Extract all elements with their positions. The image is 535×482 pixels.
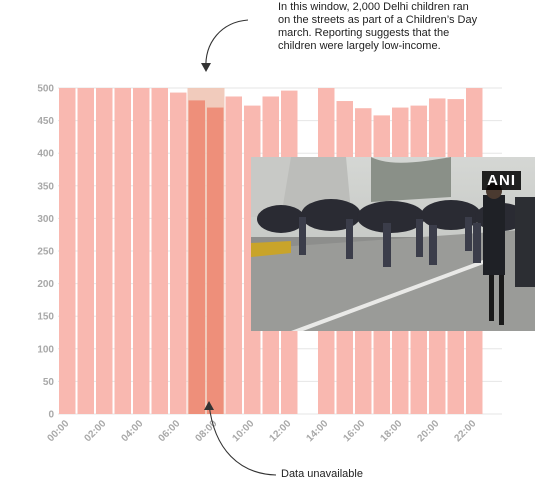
y-tick-label: 500 bbox=[37, 84, 54, 95]
annotation-arrows bbox=[201, 19, 277, 476]
march-arrow bbox=[205, 19, 249, 71]
x-tick-label: 22:00 bbox=[453, 418, 479, 444]
x-tick-label: 16:00 bbox=[342, 418, 368, 444]
x-tick-label: 02:00 bbox=[83, 418, 109, 444]
bar-hour-4 bbox=[133, 88, 150, 414]
x-tick-label: 04:00 bbox=[120, 418, 146, 444]
bar-hour-9 bbox=[225, 96, 242, 414]
bar-hour-1 bbox=[77, 88, 94, 414]
march-arrowhead bbox=[201, 63, 211, 72]
x-axis: 00:00 02:00 04:00 06:00 08:00 10:00 12:00 14:00… bbox=[46, 418, 479, 444]
ani-logo: ANI bbox=[482, 171, 521, 190]
bar-hour-6 bbox=[170, 92, 187, 415]
x-tick-label: 14:00 bbox=[305, 418, 331, 444]
bar-hour-5 bbox=[151, 88, 168, 414]
y-tick-label: 100 bbox=[37, 344, 54, 355]
x-tick-label: 10:00 bbox=[231, 418, 257, 444]
missing-arrow bbox=[208, 403, 277, 476]
bar-hour-8 bbox=[207, 107, 224, 414]
y-axis: 0 50 100 150 200 250 300 350 400 450 500 bbox=[37, 84, 54, 421]
y-tick-label: 400 bbox=[37, 149, 54, 160]
y-tick-label: 450 bbox=[37, 116, 54, 127]
x-tick-label: 18:00 bbox=[379, 418, 405, 444]
y-tick-label: 0 bbox=[48, 410, 54, 421]
data-unavailable-annotation: Data unavailable bbox=[281, 468, 363, 480]
x-tick-label: 00:00 bbox=[46, 418, 72, 444]
bar-hour-0 bbox=[59, 88, 76, 414]
y-tick-label: 250 bbox=[37, 247, 54, 258]
y-tick-label: 350 bbox=[37, 181, 54, 192]
y-tick-label: 150 bbox=[37, 312, 54, 323]
y-tick-label: 50 bbox=[43, 377, 55, 388]
x-tick-label: 12:00 bbox=[268, 418, 294, 444]
photo-illustration bbox=[251, 157, 535, 331]
march-annotation: In this window, 2,000 Delhi children ran… bbox=[278, 1, 478, 52]
bar-hour-3 bbox=[114, 88, 131, 414]
y-tick-label: 200 bbox=[37, 279, 54, 290]
y-tick-label: 300 bbox=[37, 214, 54, 225]
x-tick-label: 20:00 bbox=[416, 418, 442, 444]
missing-arrowhead bbox=[204, 401, 214, 410]
bar-hour-7 bbox=[188, 100, 205, 414]
news-photo: ANI bbox=[251, 157, 535, 331]
bar-hour-2 bbox=[96, 88, 113, 414]
x-tick-label: 06:00 bbox=[157, 418, 183, 444]
